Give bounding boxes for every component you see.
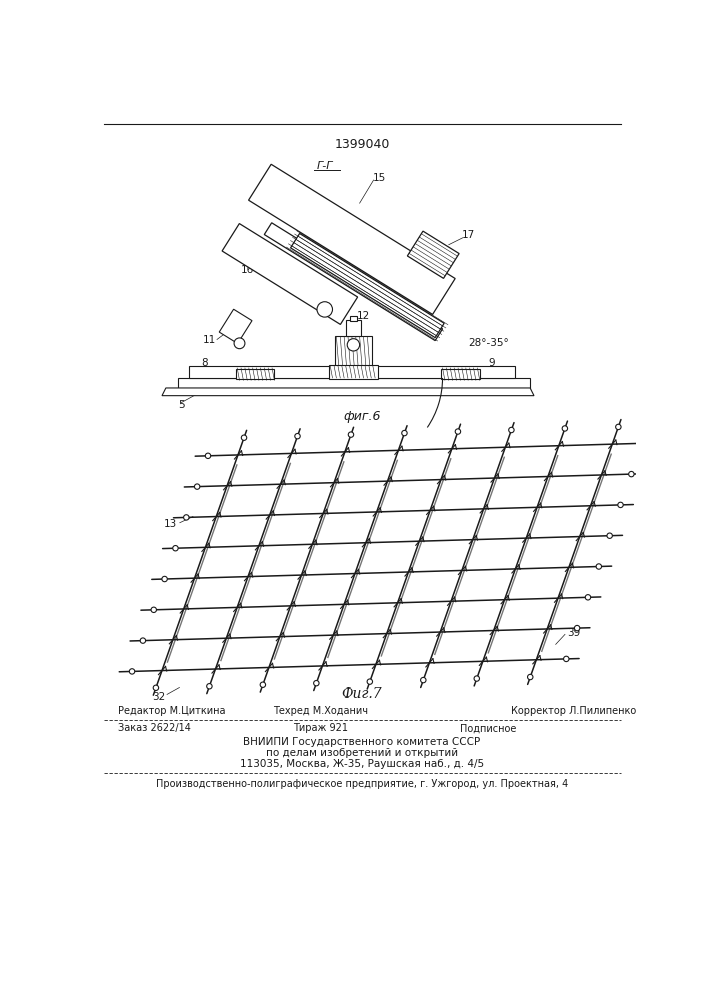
Circle shape (241, 435, 247, 440)
Circle shape (455, 429, 461, 434)
Text: 17: 17 (462, 231, 474, 240)
FancyBboxPatch shape (335, 336, 372, 366)
Polygon shape (264, 223, 443, 341)
Polygon shape (249, 164, 455, 314)
Circle shape (140, 638, 146, 643)
Text: 32: 32 (152, 692, 165, 702)
Circle shape (527, 674, 533, 680)
Text: Тираж 921: Тираж 921 (293, 723, 349, 733)
Text: фиг.6: фиг.6 (343, 410, 380, 423)
Circle shape (607, 533, 612, 538)
Circle shape (129, 669, 135, 674)
Polygon shape (222, 224, 358, 324)
Circle shape (509, 427, 514, 433)
Text: 8: 8 (201, 358, 208, 368)
Polygon shape (291, 233, 444, 338)
Text: Техред М.Ходанич: Техред М.Ходанич (274, 706, 368, 716)
Text: 28°-35°: 28°-35° (468, 338, 509, 348)
Circle shape (205, 453, 211, 459)
Circle shape (260, 682, 266, 687)
Circle shape (317, 302, 332, 317)
Circle shape (629, 471, 634, 477)
Text: Подписное: Подписное (460, 723, 517, 733)
Circle shape (596, 564, 602, 569)
Text: 9: 9 (488, 358, 495, 368)
Circle shape (314, 680, 319, 686)
Text: Производственно-полиграфическое предприятие, г. Ужгород, ул. Проектная, 4: Производственно-полиграфическое предприя… (156, 779, 568, 789)
Circle shape (349, 432, 354, 437)
Circle shape (618, 502, 624, 508)
Text: 15: 15 (373, 173, 385, 183)
Text: 12: 12 (357, 311, 370, 321)
Circle shape (184, 515, 189, 520)
Text: Редактор М.Циткина: Редактор М.Циткина (118, 706, 226, 716)
Circle shape (562, 426, 568, 431)
Circle shape (162, 576, 168, 582)
Text: по делам изобретений и открытий: по делам изобретений и открытий (266, 748, 458, 758)
Circle shape (616, 424, 621, 430)
Text: 13: 13 (426, 269, 440, 279)
Polygon shape (162, 388, 534, 396)
FancyBboxPatch shape (177, 378, 530, 389)
Circle shape (474, 676, 479, 681)
Circle shape (151, 607, 156, 613)
Text: 5: 5 (178, 400, 185, 410)
Circle shape (367, 679, 373, 684)
Circle shape (206, 684, 212, 689)
Text: 113035, Москва, Ж-35, Раушская наб., д. 4/5: 113035, Москва, Ж-35, Раушская наб., д. … (240, 759, 484, 769)
Circle shape (153, 685, 158, 690)
Text: Корректор Л.Пилипенко: Корректор Л.Пилипенко (510, 706, 636, 716)
Text: 16: 16 (240, 265, 254, 275)
FancyBboxPatch shape (346, 320, 361, 336)
Circle shape (347, 339, 360, 351)
PathPatch shape (291, 233, 444, 338)
Circle shape (402, 430, 407, 436)
Text: Заказ 2622/14: Заказ 2622/14 (118, 723, 191, 733)
Circle shape (194, 484, 200, 489)
Text: 39: 39 (567, 628, 580, 638)
Circle shape (295, 433, 300, 439)
Text: ВНИИПИ Государственного комитета СССР: ВНИИПИ Государственного комитета СССР (243, 737, 481, 747)
Polygon shape (441, 369, 480, 379)
Text: 1399040: 1399040 (334, 138, 390, 151)
Circle shape (574, 625, 580, 631)
Text: Г-Г: Г-Г (317, 161, 334, 171)
FancyBboxPatch shape (349, 316, 357, 321)
Text: 13: 13 (164, 519, 177, 529)
PathPatch shape (407, 231, 459, 278)
Circle shape (585, 595, 590, 600)
Circle shape (640, 441, 645, 446)
Polygon shape (235, 369, 274, 379)
Circle shape (234, 338, 245, 349)
Circle shape (421, 677, 426, 683)
Circle shape (173, 546, 178, 551)
Text: 11: 11 (203, 335, 216, 345)
Text: Фиг.7: Фиг.7 (341, 687, 382, 701)
Circle shape (563, 656, 569, 662)
Polygon shape (407, 231, 459, 278)
FancyBboxPatch shape (329, 365, 378, 379)
FancyBboxPatch shape (189, 366, 515, 378)
Polygon shape (219, 309, 252, 343)
